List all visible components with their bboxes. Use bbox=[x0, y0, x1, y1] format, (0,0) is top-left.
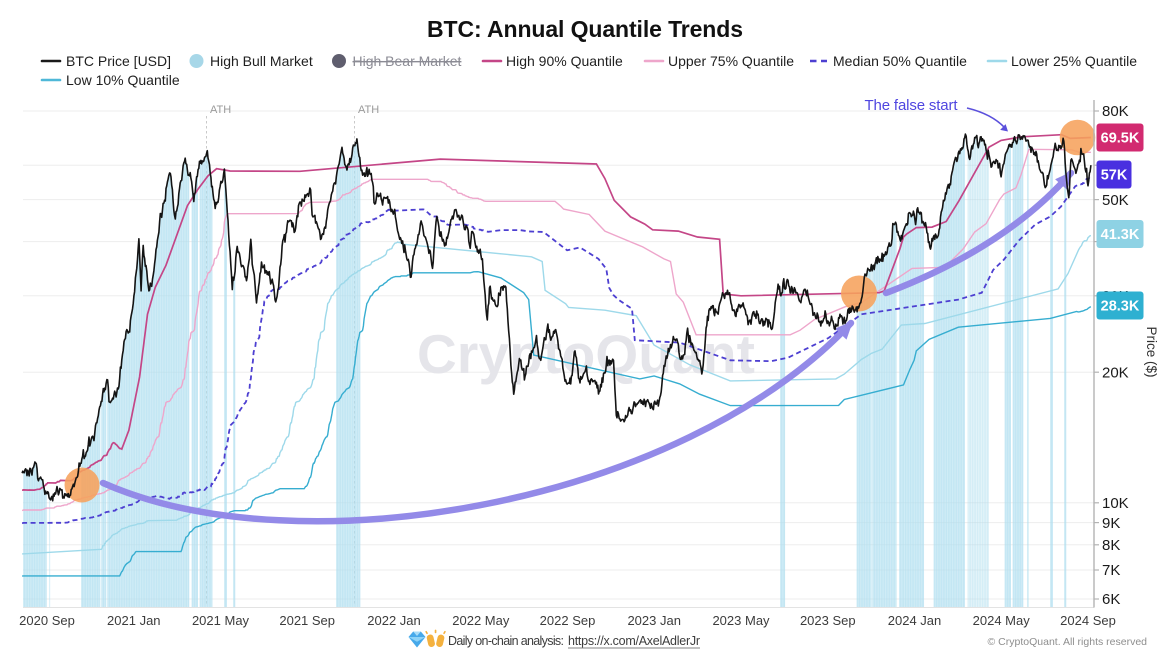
svg-text:80K: 80K bbox=[1102, 103, 1129, 120]
svg-text:2024 May: 2024 May bbox=[973, 613, 1031, 628]
svg-text:20K: 20K bbox=[1102, 364, 1129, 381]
svg-text:2024 Sep: 2024 Sep bbox=[1060, 613, 1116, 628]
svg-text:2024 Jan: 2024 Jan bbox=[888, 613, 942, 628]
svg-text:2020 Sep: 2020 Sep bbox=[19, 613, 75, 628]
svg-text:41.3K: 41.3K bbox=[1101, 227, 1140, 243]
svg-text:2023 Jan: 2023 Jan bbox=[627, 613, 681, 628]
svg-text:Low 10% Quantile: Low 10% Quantile bbox=[66, 72, 180, 88]
svg-text:2022 Sep: 2022 Sep bbox=[540, 613, 596, 628]
svg-text:69.5K: 69.5K bbox=[1101, 131, 1140, 147]
svg-text:High Bull Market: High Bull Market bbox=[210, 53, 313, 69]
svg-text:BTC: Annual Quantile Trends: BTC: Annual Quantile Trends bbox=[427, 16, 743, 42]
svg-text:2022 Jan: 2022 Jan bbox=[367, 613, 421, 628]
svg-text:High Bear Market: High Bear Market bbox=[353, 53, 462, 69]
svg-text:28.3K: 28.3K bbox=[1101, 299, 1140, 315]
svg-text:6K: 6K bbox=[1102, 591, 1120, 608]
svg-text:2022 May: 2022 May bbox=[452, 613, 510, 628]
svg-text:Lower 25% Quantile: Lower 25% Quantile bbox=[1011, 53, 1137, 69]
svg-text:8K: 8K bbox=[1102, 537, 1120, 554]
svg-text:Median 50% Quantile: Median 50% Quantile bbox=[833, 53, 967, 69]
svg-text:10K: 10K bbox=[1102, 495, 1129, 512]
svg-text:57K: 57K bbox=[1101, 168, 1128, 184]
svg-text:50K: 50K bbox=[1102, 192, 1129, 209]
svg-text:ATH: ATH bbox=[210, 104, 231, 116]
svg-text:Upper 75% Quantile: Upper 75% Quantile bbox=[668, 53, 794, 69]
svg-text:2021 Jan: 2021 Jan bbox=[107, 613, 161, 628]
svg-text:BTC Price [USD]: BTC Price [USD] bbox=[66, 53, 171, 69]
svg-text:CryptoQuant: CryptoQuant bbox=[417, 323, 755, 385]
svg-text:© CryptoQuant. All rights rese: © CryptoQuant. All rights reserved bbox=[988, 636, 1148, 648]
svg-text:2023 Sep: 2023 Sep bbox=[800, 613, 856, 628]
svg-text:2021 Sep: 2021 Sep bbox=[279, 613, 335, 628]
svg-text:Price ($): Price ($) bbox=[1144, 326, 1159, 377]
svg-text:2021 May: 2021 May bbox=[192, 613, 250, 628]
svg-text:2023 May: 2023 May bbox=[712, 613, 770, 628]
svg-text:7K: 7K bbox=[1102, 562, 1120, 579]
svg-text:The false start: The false start bbox=[865, 97, 959, 114]
svg-text:Daily on-chain analysis:: Daily on-chain analysis: bbox=[448, 634, 564, 648]
svg-text:ATH: ATH bbox=[358, 104, 379, 116]
svg-text:High 90% Quantile: High 90% Quantile bbox=[506, 53, 623, 69]
svg-text:https://x.com/AxelAdlerJr: https://x.com/AxelAdlerJr bbox=[568, 634, 700, 648]
svg-text:9K: 9K bbox=[1102, 515, 1120, 532]
